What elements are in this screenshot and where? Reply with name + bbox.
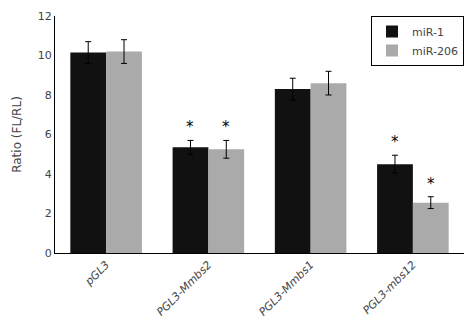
svg-text:8: 8 — [45, 89, 52, 102]
svg-text:*: * — [427, 175, 435, 193]
svg-text:pGL3: pGL3 — [82, 259, 112, 289]
svg-text:*: * — [186, 118, 194, 136]
svg-text:PGL3-mbs12: PGL3-mbs12 — [360, 259, 418, 317]
svg-text:PGL3-Mmbs1: PGL3-Mmbs1 — [256, 259, 316, 319]
svg-text:miR-206: miR-206 — [412, 45, 458, 58]
svg-text:*: * — [391, 133, 399, 151]
svg-text:4: 4 — [45, 168, 52, 181]
svg-text:2: 2 — [45, 207, 52, 220]
svg-text:12: 12 — [38, 10, 52, 23]
svg-text:PGL3-Mmbs2: PGL3-Mmbs2 — [154, 259, 214, 319]
svg-text:0: 0 — [45, 247, 52, 260]
svg-text:miR-1: miR-1 — [412, 26, 444, 39]
svg-text:10: 10 — [38, 49, 52, 62]
svg-text:6: 6 — [45, 128, 52, 141]
svg-text:Ratio (FL/RL): Ratio (FL/RL) — [10, 96, 24, 173]
svg-text:*: * — [222, 118, 230, 136]
